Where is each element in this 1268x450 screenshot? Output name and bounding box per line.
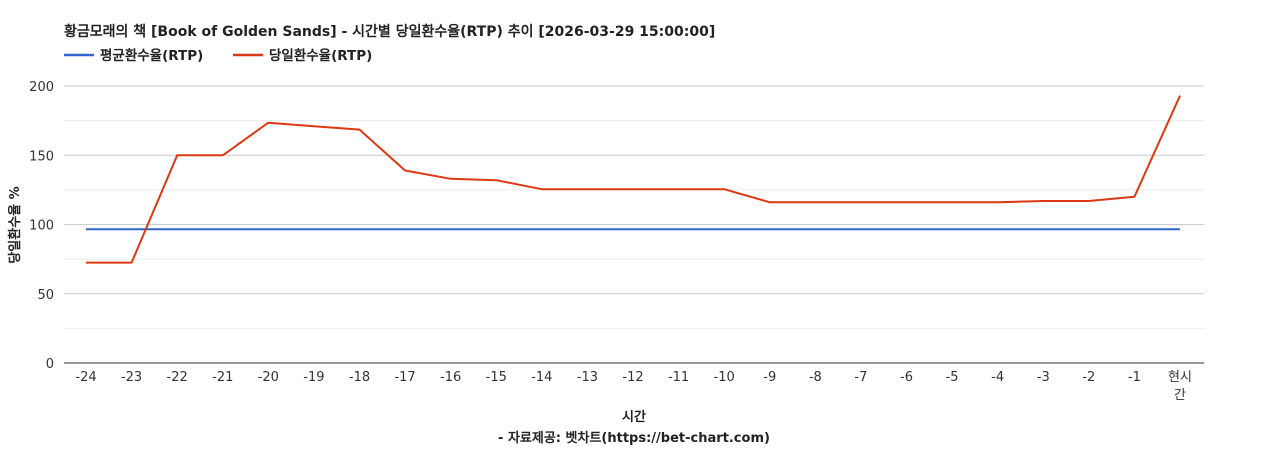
x-tick-label: -22	[167, 370, 188, 385]
legend-label-daily-rtp: 당일환수율(RTP)	[269, 47, 372, 64]
x-tick-label: -5	[946, 370, 959, 385]
y-axis-ticks: 0 50 100 150 200	[29, 80, 54, 372]
y-axis-title: 당일환수율 %	[7, 186, 23, 263]
x-tick-label: -17	[394, 370, 415, 385]
data-source-credit: - 자료제공: 벳차트(https://bet-chart.com)	[498, 430, 770, 446]
y-tick-label: 150	[29, 149, 54, 164]
x-tick-label: -13	[577, 370, 598, 385]
x-tick-label: -12	[622, 370, 643, 385]
x-tick-label: -20	[258, 370, 279, 385]
x-tick-label: -23	[121, 370, 142, 385]
x-axis-ticks: -24 -23 -22 -21 -20 -19 -18 -17 -16 -15 -14 -13 -12 -…	[75, 370, 1192, 403]
series-line-daily-rtp[interactable]	[86, 95, 1181, 264]
y-tick-label: 50	[37, 288, 54, 303]
x-tick-label: -3	[1037, 370, 1050, 385]
chart-title: 황금모래의 책 [Book of Golden Sands] - 시간별 당일환…	[64, 23, 715, 40]
x-tick-label: -9	[763, 370, 776, 385]
series-lines	[86, 95, 1181, 264]
x-tick-label: -4	[991, 370, 1004, 385]
x-tick-label: -16	[440, 370, 461, 385]
y-tick-label: 100	[29, 219, 54, 234]
x-tick-label: -10	[714, 370, 735, 385]
x-tick-label: -18	[349, 370, 370, 385]
legend-item-average-rtp[interactable]: 평균환수율(RTP)	[64, 47, 203, 64]
x-tick-label: -14	[531, 370, 552, 385]
x-tick-label: -21	[212, 370, 233, 385]
x-tick-label: -2	[1082, 370, 1095, 385]
x-tick-label: -1	[1128, 370, 1141, 385]
legend-item-daily-rtp[interactable]: 당일환수율(RTP)	[233, 47, 372, 64]
x-tick-label: 현시 간	[1168, 370, 1192, 403]
x-tick-label: -8	[809, 370, 822, 385]
y-tick-label: 200	[29, 80, 54, 95]
x-tick-label: -6	[900, 370, 913, 385]
legend: 평균환수율(RTP) 당일환수율(RTP)	[64, 47, 372, 64]
x-tick-label: -24	[75, 370, 96, 385]
x-tick-label: -19	[303, 370, 324, 385]
x-tick-label: -11	[668, 370, 689, 385]
x-tick-label: -15	[486, 370, 507, 385]
legend-label-average-rtp: 평균환수율(RTP)	[100, 47, 203, 64]
y-tick-label: 0	[46, 357, 54, 372]
x-tick-label: -7	[854, 370, 867, 385]
x-axis-title: 시간	[622, 409, 646, 425]
gridlines	[64, 85, 1204, 329]
